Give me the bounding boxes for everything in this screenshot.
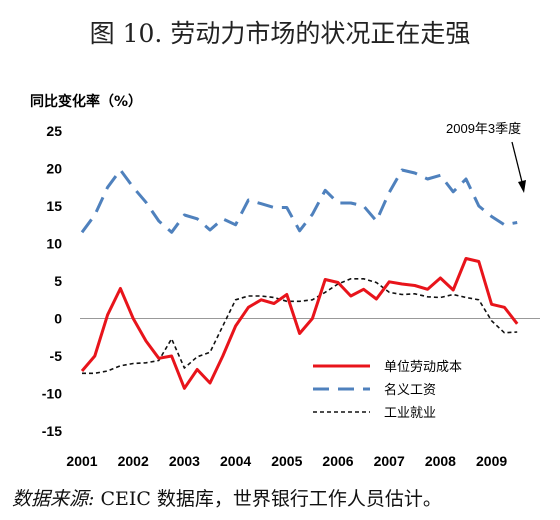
x-tick-label: 2006 (322, 453, 353, 469)
series-line-1 (80, 168, 518, 234)
y-tick-label: 10 (46, 236, 62, 252)
y-tick-label: 0 (54, 311, 62, 327)
y-axis-ticks: 25 20 15 10 5 0 -5 -10 -15 (42, 123, 62, 439)
y-tick-label: -5 (50, 348, 63, 364)
series-line-2 (82, 278, 518, 375)
source-lead: 数据来源: (12, 488, 95, 510)
x-tick-label: 2001 (66, 453, 97, 469)
legend-label: 单位劳动成本 (384, 359, 462, 375)
y-axis-label: 同比变化率（%） (30, 93, 142, 110)
y-tick-label: -10 (42, 386, 62, 402)
y-tick-label: 25 (46, 123, 62, 139)
legend-label: 名义工资 (384, 382, 436, 398)
annotation-arrow-shaft (511, 141, 523, 183)
y-tick-label: 20 (46, 161, 62, 177)
x-tick-label: 2008 (425, 453, 456, 469)
x-tick-label: 2009 (476, 453, 507, 469)
source-note: 数据来源: CEIC 数据库，世界银行工作人员估计。 (12, 484, 442, 511)
legend-label: 工业就业 (384, 406, 436, 421)
y-tick-label: -15 (42, 423, 62, 439)
annotation-arrow-head (518, 180, 526, 193)
x-axis-ticks: 2001 2002 2003 2004 2005 2006 2007 2008 2009 (66, 453, 507, 469)
series-line-0 (80, 257, 519, 390)
y-tick-label: 5 (54, 273, 62, 289)
series-lines (80, 168, 519, 390)
x-tick-label: 2003 (169, 453, 200, 469)
x-tick-label: 2007 (374, 453, 405, 469)
x-tick-label: 2002 (118, 453, 149, 469)
source-text: CEIC 数据库，世界银行工作人员估计。 (94, 488, 442, 510)
x-tick-label: 2005 (271, 453, 302, 469)
y-tick-label: 15 (46, 198, 62, 214)
x-tick-label: 2004 (220, 453, 251, 469)
annotation-label: 2009年3季度 (446, 121, 521, 136)
chart-title: 图 10. 劳动力市场的状况正在走强 (89, 19, 471, 48)
